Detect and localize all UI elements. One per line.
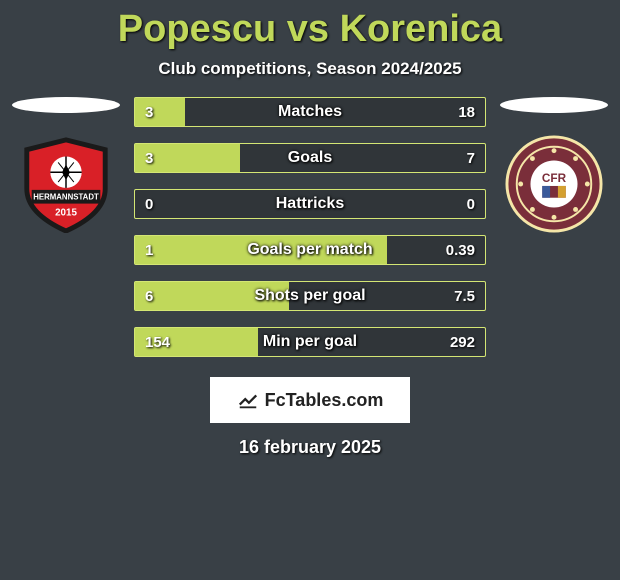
svg-text:CFR: CFR: [542, 172, 567, 185]
brand-logo: FcTables.com: [210, 377, 410, 423]
stat-label: Shots per goal: [135, 287, 485, 305]
comparison-content: HERMANNSTADT 2015 3Matches18 3Goals7 0Hatt…: [0, 97, 620, 373]
date-text: 16 february 2025: [0, 437, 620, 458]
player2-ellipse: [500, 97, 608, 113]
svg-text:HERMANNSTADT: HERMANNSTADT: [33, 193, 99, 202]
stat-label: Matches: [135, 103, 485, 121]
stat-label: Goals: [135, 149, 485, 167]
page-title: Popescu vs Korenica: [0, 0, 620, 51]
stat-label: Goals per match: [135, 241, 485, 259]
stat-bar-goals: 3Goals7: [134, 143, 486, 173]
player2-club-badge: CFR: [505, 135, 603, 233]
stat-label: Min per goal: [135, 333, 485, 351]
player1-ellipse: [12, 97, 120, 113]
stat-bar-matches: 3Matches18: [134, 97, 486, 127]
stat-right-value: 0.39: [446, 242, 475, 259]
stats-bars: 3Matches18 3Goals7 0Hattricks0 1Goals per m…: [126, 97, 494, 373]
subtitle: Club competitions, Season 2024/2025: [0, 59, 620, 79]
brand-text: FcTables.com: [265, 390, 384, 411]
stat-right-value: 0: [467, 196, 475, 213]
stat-right-value: 18: [458, 104, 475, 121]
chart-icon: [237, 389, 259, 411]
svg-text:2015: 2015: [55, 207, 77, 218]
stat-right-value: 7.5: [454, 288, 475, 305]
stat-label: Hattricks: [135, 195, 485, 213]
stat-bar-shots-per-goal: 6Shots per goal7.5: [134, 281, 486, 311]
player1-club-badge: HERMANNSTADT 2015: [17, 135, 115, 233]
player1-column: HERMANNSTADT 2015: [6, 97, 126, 233]
stat-bar-goals-per-match: 1Goals per match0.39: [134, 235, 486, 265]
stat-right-value: 292: [450, 334, 475, 351]
stat-right-value: 7: [467, 150, 475, 167]
player2-column: CFR: [494, 97, 614, 233]
stat-bar-hattricks: 0Hattricks0: [134, 189, 486, 219]
stat-bar-min-per-goal: 154Min per goal292: [134, 327, 486, 357]
